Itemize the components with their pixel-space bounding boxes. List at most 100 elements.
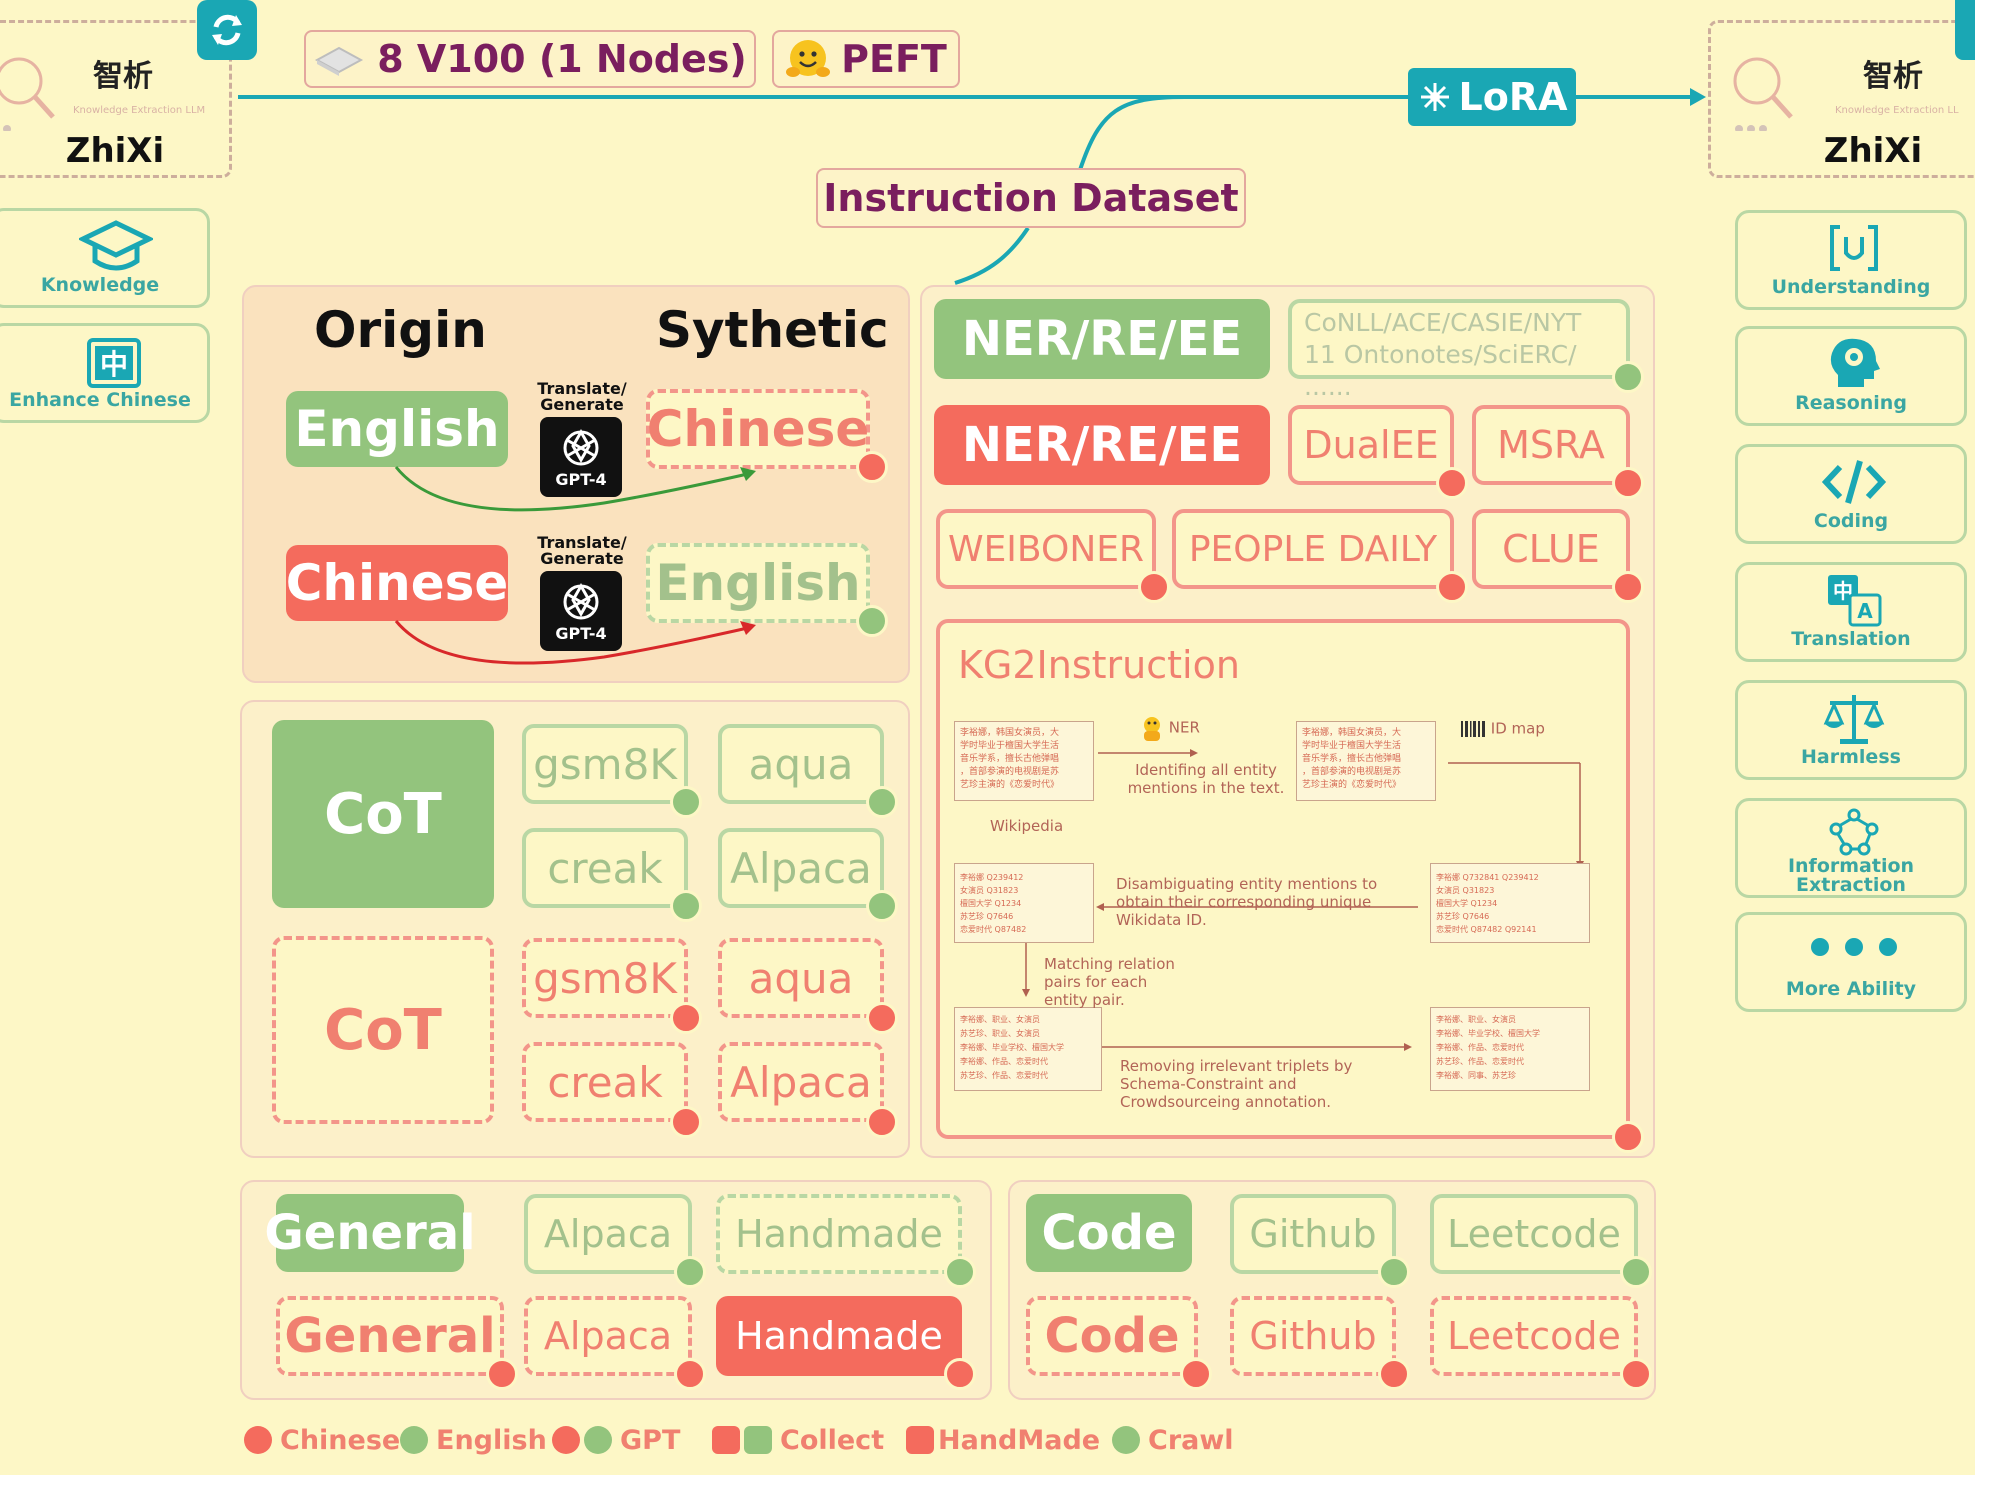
general-english: General bbox=[264, 1194, 476, 1272]
zhixi-right: 智析 Knowledge Extraction LL ZhiXi bbox=[1708, 20, 1975, 178]
kg2-passage-text: 李裕娜，韩国女演员，大 学时毕业于檀国大学生活 音乐学系，擅长古他弹唱 ，首部参演的电… bbox=[1302, 728, 1402, 790]
kg2-ids-right bbox=[1430, 863, 1590, 943]
legend-gpt: GPT bbox=[552, 1420, 680, 1460]
gpt-badge-icon bbox=[856, 605, 888, 637]
kg2-flow-arrows bbox=[1022, 749, 1584, 1051]
cot-dataset-gsm8k: gsm8K bbox=[522, 724, 688, 804]
legend-crawl: Crawl bbox=[1112, 1420, 1234, 1460]
gpt4-chip: GPT-4 bbox=[540, 417, 622, 497]
general-chinese: General bbox=[276, 1296, 504, 1376]
more-dots-icon bbox=[1811, 938, 1897, 956]
ner-dataset-clue: CLUE bbox=[1472, 509, 1630, 589]
ability-label: Enhance Chinese bbox=[9, 389, 191, 411]
peft-box: PEFT bbox=[772, 30, 960, 88]
gpt-badge-icon bbox=[1378, 1358, 1410, 1390]
cot-dataset-creak-zh: creak bbox=[522, 1042, 688, 1122]
ability-knowledge: Knowledge bbox=[0, 208, 210, 308]
duck-icon bbox=[1144, 717, 1160, 741]
corner-accent bbox=[1955, 0, 1975, 60]
cot-dataset-alpaca: Alpaca bbox=[718, 828, 884, 908]
kg2-ids-left bbox=[954, 863, 1094, 943]
openai-icon bbox=[563, 428, 599, 465]
crawl-badge-icon bbox=[1620, 1256, 1652, 1288]
collect-badge-icon bbox=[1436, 571, 1468, 603]
gpt4-label: GPT-4 bbox=[555, 469, 607, 489]
collect-badge-icon bbox=[670, 890, 702, 922]
svg-text:中: 中 bbox=[100, 348, 128, 381]
kg2-title: KG2Instruction bbox=[958, 643, 1240, 687]
ability-reasoning: Reasoning bbox=[1735, 326, 1967, 426]
brain-head-icon bbox=[1830, 338, 1880, 387]
collect-badge-icon bbox=[866, 786, 898, 818]
cot-dataset-aqua: aqua bbox=[718, 724, 884, 804]
code-chinese: Code bbox=[1026, 1296, 1198, 1376]
general-dataset-alpaca-zh: Alpaca bbox=[524, 1296, 692, 1376]
ner-dataset-msra: MSRA bbox=[1472, 405, 1630, 485]
kg2-triples-right bbox=[1430, 1007, 1590, 1091]
diagram-canvas: 智析 Knowledge Extraction LLM ZhiXi 智析 Kno… bbox=[0, 0, 1975, 1475]
general-dataset-handmade: Handmade bbox=[716, 1194, 962, 1274]
balance-scale-icon bbox=[1823, 695, 1885, 744]
translate-label: Translate/ Generate bbox=[537, 379, 627, 414]
instruction-dataset-label: Instruction Dataset bbox=[823, 176, 1239, 220]
code-dataset-leetcode: Leetcode bbox=[1430, 1194, 1638, 1274]
chinese-dot-icon bbox=[244, 1426, 272, 1454]
collect-badge-icon bbox=[1138, 571, 1170, 603]
svg-text:A: A bbox=[1857, 599, 1873, 623]
collect-green-icon bbox=[744, 1426, 772, 1454]
ner-dataset-dualee: DualEE bbox=[1288, 405, 1454, 485]
code-dataset-github-zh: Github bbox=[1230, 1296, 1396, 1376]
gpt-badge-icon bbox=[670, 1106, 702, 1138]
zhixi-name: ZhiXi bbox=[1823, 131, 1923, 171]
lora-badge: LoRA bbox=[1408, 68, 1576, 126]
gpt-badge-icon bbox=[670, 1002, 702, 1034]
gpt-badge-icon bbox=[866, 1106, 898, 1138]
translate-label: Translate/ Generate bbox=[537, 533, 627, 568]
collect-badge-icon bbox=[670, 786, 702, 818]
graph-nodes-icon bbox=[1829, 808, 1879, 856]
code-dataset-github: Github bbox=[1230, 1194, 1396, 1274]
collect-badge-icon bbox=[1612, 467, 1644, 499]
kg2-wikipedia-passage bbox=[954, 721, 1094, 801]
synthetic-english: English bbox=[646, 543, 870, 623]
general-dataset-handmade-zh: Handmade bbox=[716, 1296, 962, 1376]
crawl-icon bbox=[1112, 1426, 1140, 1454]
hugging-face-icon bbox=[786, 40, 831, 77]
cot-panel: CoT CoT gsm8K aqua creak Alpaca gsm8K aq… bbox=[240, 700, 910, 1158]
code-brackets-icon bbox=[1821, 460, 1887, 504]
legend-collect: Collect bbox=[712, 1420, 884, 1460]
zhixi-sub: Knowledge Extraction LLM bbox=[73, 105, 206, 116]
lora-label: LoRA bbox=[1458, 75, 1568, 119]
collect-badge-icon bbox=[866, 890, 898, 922]
kg2-passage-text: 李裕娜，韩国女演员，大 学时毕业于檀国大学生活 音乐学系，擅长古他弹唱 ，首部参演的电… bbox=[960, 728, 1060, 790]
zhixi-cn-logo: 智析 bbox=[93, 59, 153, 94]
origin-synthetic-panel: Origin Sythetic English Chinese Chinese … bbox=[242, 285, 910, 683]
code-english: Code bbox=[1026, 1194, 1192, 1272]
refresh-icon[interactable] bbox=[197, 0, 257, 60]
zhixi-name: ZhiXi bbox=[65, 131, 165, 171]
collect-badge-icon bbox=[1612, 571, 1644, 603]
zhixi-left: 智析 Knowledge Extraction LLM ZhiXi bbox=[0, 20, 232, 178]
ability-label: Harmless bbox=[1801, 746, 1901, 768]
legend-english: English bbox=[400, 1420, 547, 1460]
hardware-box: 8 V100 (1 Nodes) bbox=[304, 30, 756, 88]
cot-dataset-creak: creak bbox=[522, 828, 688, 908]
gpt-badge-icon bbox=[1620, 1358, 1652, 1390]
chinese-character-icon: 中 bbox=[87, 338, 141, 388]
gpu-card-icon bbox=[315, 46, 364, 76]
gpt4-chip: GPT-4 bbox=[540, 571, 622, 651]
collect-badge-icon bbox=[674, 1256, 706, 1288]
kg2-disambiguate-text: Disambiguating entity mentions to obtain… bbox=[1116, 875, 1378, 929]
general-panel: General Alpaca Handmade General Alpaca H… bbox=[240, 1180, 992, 1400]
understanding-icon bbox=[1830, 225, 1878, 271]
kg2-wikipedia-label: Wikipedia bbox=[990, 817, 1064, 835]
openai-icon bbox=[563, 582, 599, 619]
ner-english-datasets: CoNLL/ACE/CASIE/NYT 11 Ontonotes/SciERC/… bbox=[1288, 299, 1630, 401]
legend-chinese: Chinese bbox=[244, 1420, 400, 1460]
cot-dataset-aqua-zh: aqua bbox=[718, 938, 884, 1018]
kg2-ner-tag: NER bbox=[1140, 713, 1200, 743]
kg2-triple-list: 李裕娜、职业、女演员 李裕娜、毕业学校、檀国大学 李裕娜、作品、恋爱时代 苏艺珍、作品… bbox=[1436, 1015, 1540, 1080]
cot-english: CoT bbox=[272, 720, 494, 908]
english-dot-icon bbox=[400, 1426, 428, 1454]
origin-heading: Origin bbox=[314, 301, 487, 359]
